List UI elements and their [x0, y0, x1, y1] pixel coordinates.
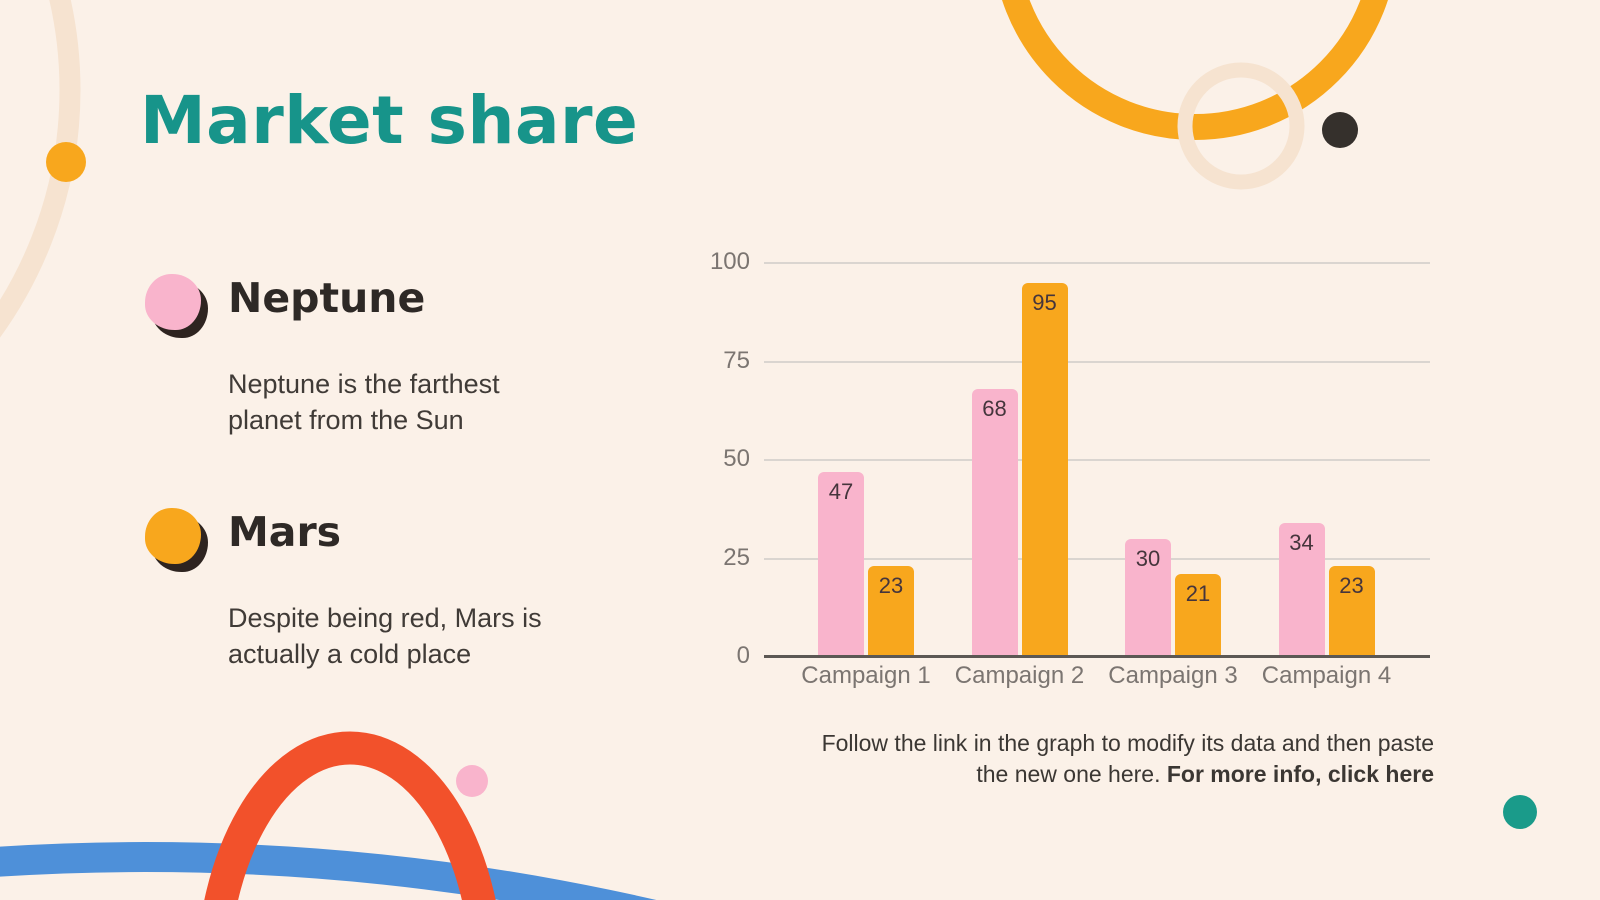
y-tick-label-75: 75 [723, 346, 750, 374]
bar-value-label: 34 [1289, 530, 1314, 555]
bar-mars-campaign-1[interactable]: 23 [868, 566, 914, 657]
chart-footnote: Follow the link in the graph to modify i… [654, 728, 1434, 790]
red-oval-bottom-icon [204, 731, 496, 900]
beige-ring-top-right-icon [1177, 62, 1305, 190]
legend-description-neptune: Neptune is the farthest planet from the … [228, 369, 500, 435]
teal-dot-bottom-right-icon [1503, 795, 1537, 829]
chart-plot[interactable]: 47 23 68 95 30 21 34 23 [764, 262, 1430, 658]
legend-heading-neptune: Neptune [228, 274, 426, 322]
bar-value-label: 23 [878, 573, 904, 598]
x-tick-label-campaign-4: Campaign 4 [1261, 662, 1392, 689]
bar-value-label: 68 [982, 396, 1007, 421]
footnote-line-2-normal: the new one here. [976, 761, 1167, 787]
x-tick-label-campaign-1: Campaign 1 [801, 662, 931, 689]
bar-value-label: 95 [1032, 290, 1057, 315]
bar-mars-campaign-4[interactable]: 23 [1328, 566, 1375, 657]
x-axis-baseline [764, 655, 1430, 658]
legend-heading-mars: Mars [228, 508, 342, 556]
page-title: Market share [140, 82, 639, 159]
x-tick-label-campaign-2: Campaign 2 [954, 662, 1085, 689]
bar-neptune-campaign-4[interactable]: 34 [1278, 523, 1325, 657]
orange-dot-left-icon [46, 142, 86, 182]
bar-value-label: 23 [1339, 573, 1364, 598]
black-dot-top-right-icon [1322, 112, 1358, 148]
footnote-line-1: Follow the link in the graph to modify i… [821, 730, 1434, 756]
footnote-more-info-link[interactable]: For more info, click here [1166, 761, 1434, 787]
chart-y-axis: 0 25 50 75 100 [640, 248, 750, 669]
gridline-75 [764, 360, 1430, 363]
bar-value-label: 30 [1135, 546, 1161, 571]
y-tick-label-0: 0 [736, 642, 750, 669]
bar-mars-campaign-2[interactable]: 95 [1021, 283, 1068, 657]
neptune-swatch-icon [145, 274, 201, 330]
pink-dot-bottom-icon [456, 765, 488, 797]
bar-value-label: 21 [1185, 581, 1211, 606]
bar-neptune-campaign-1[interactable]: 47 [818, 472, 864, 657]
bar-mars-campaign-3[interactable]: 21 [1175, 574, 1221, 657]
y-tick-label-100: 100 [709, 248, 750, 275]
chart-x-axis: Campaign 1 Campaign 2 Campaign 3 Campaign 4 [764, 662, 1430, 696]
y-tick-label-50: 50 [723, 445, 750, 472]
beige-arc-left-icon [0, 0, 81, 338]
bar-neptune-campaign-3[interactable]: 30 [1125, 539, 1171, 657]
bar-value-label: 47 [828, 479, 854, 504]
mars-swatch-icon [145, 508, 201, 564]
legend-description-mars: Despite being red, Mars is actually a co… [228, 603, 542, 669]
bar-neptune-campaign-2[interactable]: 68 [971, 389, 1018, 657]
gridline-100 [764, 262, 1430, 264]
footnote-line-2: the new one here. For more info, click h… [654, 759, 1434, 790]
x-tick-label-campaign-3: Campaign 3 [1108, 662, 1238, 689]
gridline-25 [764, 557, 1430, 560]
blue-arc-bottom-icon [0, 842, 656, 900]
gridline-50 [764, 459, 1430, 461]
y-tick-label-25: 25 [723, 543, 750, 571]
orange-circle-top-right-icon [1002, 0, 1388, 140]
